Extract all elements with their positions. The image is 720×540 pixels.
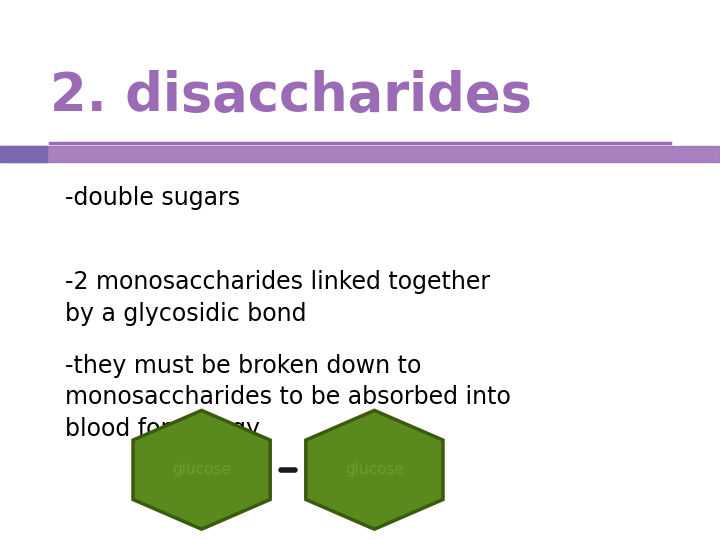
Text: 2. disaccharides: 2. disaccharides <box>50 70 532 122</box>
Bar <box>0 146 47 162</box>
Text: -2 monosaccharides linked together
by a glycosidic bond: -2 monosaccharides linked together by a … <box>65 270 490 326</box>
Text: glucose: glucose <box>345 462 404 477</box>
Text: -double sugars: -double sugars <box>65 186 240 210</box>
Polygon shape <box>133 410 270 529</box>
Bar <box>0 146 720 162</box>
Text: glucose: glucose <box>172 462 231 477</box>
Text: -they must be broken down to
monosaccharides to be absorbed into
blood for energ: -they must be broken down to monosacchar… <box>65 354 510 441</box>
Polygon shape <box>306 410 443 529</box>
